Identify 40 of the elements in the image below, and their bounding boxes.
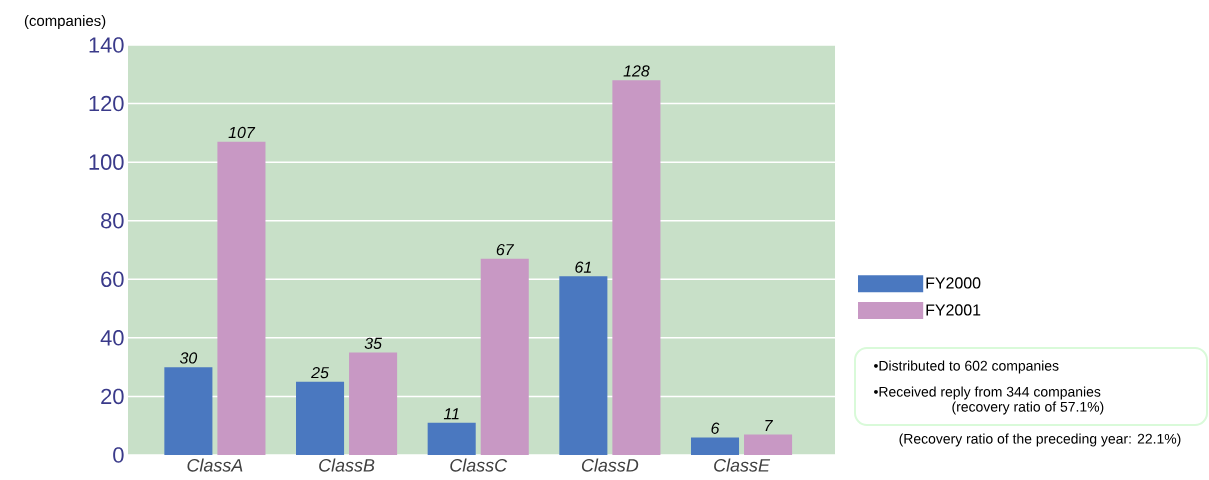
data-label: 61 [575, 261, 591, 273]
text: (Recovery ratio of the preceding year: 22.1%) [899, 433, 1181, 447]
y-tick-label: 0 [113, 447, 124, 463]
data-label: 67 [496, 243, 515, 256]
legend-label: FY2000 [926, 277, 981, 289]
x-tick-label: ClassC [450, 458, 508, 472]
data-label: 35 [364, 337, 382, 349]
x-tick-label: ClassB [319, 458, 375, 472]
y-tick-label: 20 [101, 388, 124, 405]
data-label: 107 [228, 126, 256, 139]
data-label: 30 [179, 352, 198, 364]
bar [296, 381, 345, 455]
y-axis-title: (companies) [24, 15, 106, 29]
bar [217, 141, 266, 455]
data-label: 128 [623, 65, 650, 77]
bar [612, 80, 661, 455]
text: •Received reply from 344 companies [874, 386, 1101, 400]
x-tick-label: ClassA [187, 458, 243, 472]
y-tick-label: 120 [89, 95, 124, 112]
bar [164, 367, 213, 455]
bar [349, 352, 398, 455]
data-label: 11 [443, 408, 459, 420]
x-tick-label: ClassD [581, 458, 639, 472]
data-label: 25 [311, 366, 329, 379]
x-tick-label: ClassE [714, 458, 771, 472]
y-tick-label: 60 [101, 271, 124, 288]
text: (recovery ratio of 57.1%) [952, 401, 1104, 415]
y-tick-label: 100 [89, 154, 124, 170]
bar [690, 437, 740, 455]
y-tick-label: 140 [89, 37, 124, 53]
y-tick-label: 80 [101, 212, 124, 229]
data-label: 6 [711, 422, 720, 434]
legend-label: FY2001 [926, 304, 981, 316]
bar [480, 258, 529, 455]
data-label: 7 [765, 420, 773, 431]
bar [427, 422, 476, 455]
bar [559, 276, 608, 455]
bar [744, 434, 793, 455]
text: •Distributed to 602 companies [874, 360, 1059, 374]
y-tick-label: 40 [100, 330, 124, 346]
